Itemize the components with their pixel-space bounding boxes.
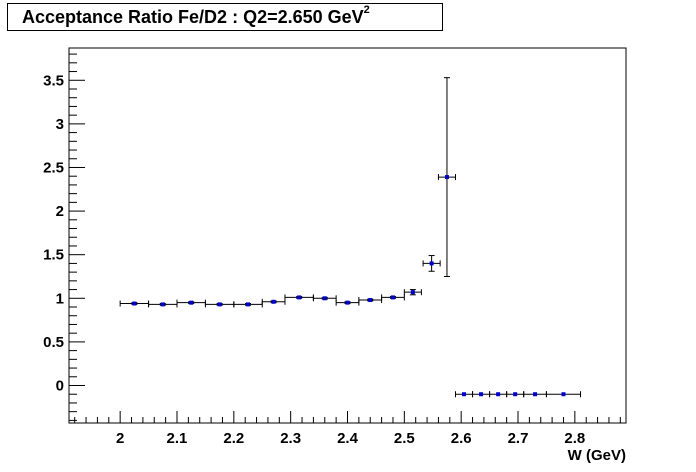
y-tick-label: 3.5 — [43, 72, 64, 89]
data-point — [381, 294, 405, 301]
x-tick-label: 2.6 — [451, 430, 472, 447]
data-marker — [132, 301, 137, 306]
data-marker — [513, 392, 518, 397]
data-marker — [444, 175, 449, 180]
chart-title-superscript: 2 — [363, 4, 370, 16]
data-marker — [561, 392, 566, 397]
data-marker — [297, 295, 302, 300]
data-marker — [368, 298, 373, 303]
data-marker — [189, 300, 194, 305]
x-tick-label: 2.3 — [280, 430, 301, 447]
data-point — [506, 391, 525, 398]
x-tick-label: 2.8 — [564, 430, 585, 447]
data-point — [358, 297, 383, 304]
y-tick-label: 1 — [56, 290, 64, 307]
data-point — [284, 294, 314, 301]
data-point — [545, 391, 582, 398]
data-point — [176, 299, 206, 306]
x-tick-label: 2.4 — [337, 430, 359, 447]
plot-frame — [68, 47, 627, 424]
data-marker — [533, 392, 538, 397]
data-point — [489, 391, 508, 398]
data-point — [422, 255, 441, 272]
data-point — [233, 301, 263, 308]
y-tick-label: 0.5 — [43, 334, 64, 351]
data-marker — [345, 300, 350, 305]
x-tick-label: 2.5 — [394, 430, 415, 447]
x-axis-title: W (GeV) — [568, 447, 626, 464]
y-tick-label: 3 — [56, 116, 64, 133]
chart-title-box: Acceptance Ratio Fe/D2 : Q2=2.650 GeV2 — [7, 3, 443, 31]
y-tick-label: 2.5 — [43, 159, 64, 176]
data-point — [204, 301, 235, 308]
x-tick-label: 2.7 — [508, 430, 529, 447]
data-marker — [390, 295, 395, 300]
data-marker — [217, 302, 222, 307]
data-point — [119, 300, 150, 307]
chart-title: Acceptance Ratio Fe/D2 : Q2=2.650 GeV — [22, 7, 364, 27]
data-marker — [462, 392, 467, 397]
data-point — [261, 298, 286, 305]
data-marker — [322, 296, 327, 301]
data-marker — [429, 261, 434, 266]
data-point — [437, 77, 456, 277]
data-marker — [496, 392, 501, 397]
data-point — [403, 289, 422, 296]
y-tick-label: 1.5 — [43, 247, 64, 264]
data-point — [523, 391, 547, 398]
data-point — [335, 299, 360, 306]
data-marker — [410, 290, 415, 295]
data-marker — [160, 302, 165, 307]
x-tick-label: 2.1 — [167, 430, 188, 447]
data-marker — [246, 302, 251, 307]
y-tick-label: 0 — [56, 378, 64, 395]
data-point — [148, 301, 178, 308]
x-tick-label: 2.2 — [223, 430, 244, 447]
x-tick-label: 2 — [116, 430, 124, 447]
data-marker — [271, 299, 276, 304]
data-point — [312, 295, 337, 302]
data-point — [454, 391, 474, 398]
data-point — [472, 391, 491, 398]
y-tick-label: 2 — [56, 203, 64, 220]
data-marker — [479, 392, 484, 397]
